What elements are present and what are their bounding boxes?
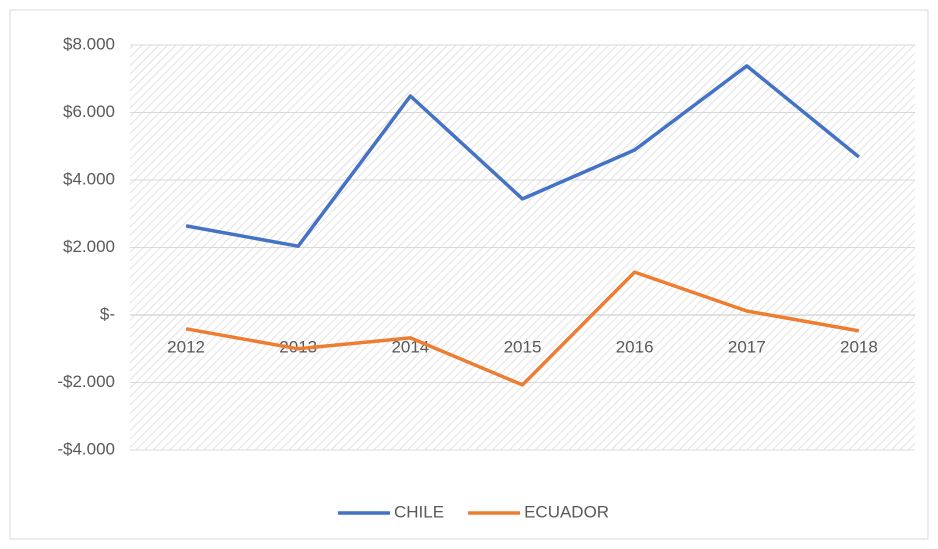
y-tick-label: $2.000 [63,237,115,256]
x-tick-label: 2015 [504,337,542,356]
y-tick-label: $4.000 [63,169,115,188]
series-line [185,64,861,248]
series-line [185,270,860,387]
x-tick-label: 2018 [840,337,878,356]
x-tick-label: 2013 [279,337,317,356]
legend-label: ECUADOR [524,502,609,521]
y-tick-label: -$2.000 [57,372,115,391]
x-tick-label: 2017 [728,337,766,356]
y-tick-label: $8.000 [63,34,115,53]
y-tick-label: -$4.000 [57,439,115,458]
y-tick-label: $6.000 [63,102,115,121]
legend-label: CHILE [394,502,444,521]
x-tick-label: 2012 [167,337,205,356]
y-tick-label: $- [100,304,115,323]
x-tick-label: 2016 [616,337,654,356]
